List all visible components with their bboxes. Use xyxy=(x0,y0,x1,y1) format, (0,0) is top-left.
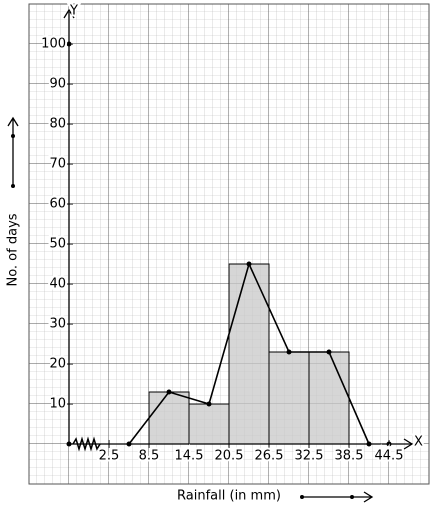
y-arrow xyxy=(63,8,75,19)
polygon-point xyxy=(206,401,212,407)
bar xyxy=(188,403,230,445)
y-label-arrow xyxy=(7,116,19,186)
x-axis-label: Rainfall (in mm) xyxy=(177,489,281,504)
polygon-point xyxy=(366,441,372,447)
x-label-arrow xyxy=(302,491,374,503)
axis-break xyxy=(72,436,101,452)
x-tick-label: 38.5 xyxy=(335,449,364,464)
x-tick-label: 8.5 xyxy=(139,449,160,464)
x-tick-label: 20.5 xyxy=(215,449,244,464)
y-tick-label: 40 xyxy=(49,277,66,292)
bar xyxy=(268,351,310,445)
polygon-point xyxy=(286,349,292,355)
x-label-dot xyxy=(300,495,304,499)
bar xyxy=(308,351,350,445)
y-axis-name: Y xyxy=(69,4,78,19)
x-tick-label: 44.5 xyxy=(375,449,404,464)
y-label-dot xyxy=(11,184,15,188)
y-tick-label: 60 xyxy=(49,197,66,212)
y-tick-label: 80 xyxy=(49,117,66,132)
polygon-point xyxy=(246,261,252,267)
x-axis-name: X xyxy=(414,435,423,450)
x-tick-label: 14.5 xyxy=(175,449,204,464)
x-label-dot xyxy=(350,495,354,499)
y-axis-label: No. of days xyxy=(6,213,21,286)
polygon-point xyxy=(326,349,332,355)
x-arrow xyxy=(403,438,414,450)
y-label-dot xyxy=(11,134,15,138)
y-tick-label: 100 xyxy=(41,37,66,52)
x-tick-label: 26.5 xyxy=(255,449,284,464)
bar xyxy=(228,263,270,445)
y-tick-label: 50 xyxy=(49,237,66,252)
bar xyxy=(148,391,190,445)
polygon-point xyxy=(126,441,132,447)
polygon-point xyxy=(166,389,172,395)
y-tick-label: 70 xyxy=(49,157,66,172)
origin xyxy=(66,441,72,447)
y-tick-label: 90 xyxy=(49,77,66,92)
y-tick-label: 10 xyxy=(49,397,66,412)
y-tick-label: 30 xyxy=(49,317,66,332)
x-tick-label: 2.5 xyxy=(99,449,120,464)
x-tick-label: 32.5 xyxy=(295,449,324,464)
y-tick-label: 20 xyxy=(49,357,66,372)
